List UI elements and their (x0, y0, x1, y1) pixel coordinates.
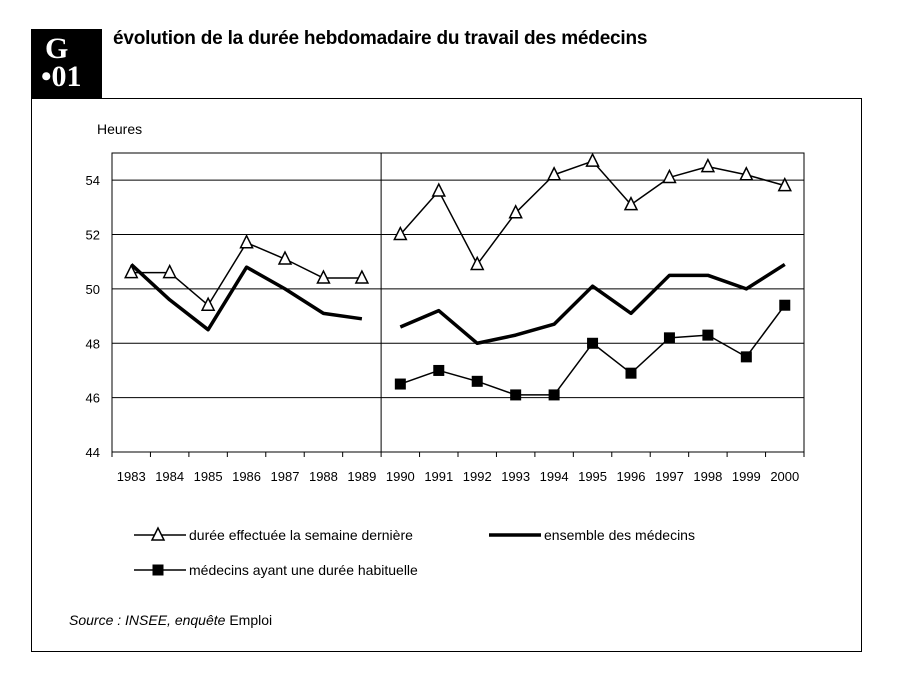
badge-letter: G (45, 32, 69, 65)
source-italic: INSEE, enquête (125, 612, 226, 628)
data-point-semaine (585, 152, 600, 167)
x-tick-label: 1998 (693, 469, 722, 484)
badge-number: •01 (41, 60, 82, 93)
x-tick-label: 1994 (540, 469, 569, 484)
data-point-semaine (470, 255, 485, 271)
data-point-semaine (316, 269, 331, 284)
x-tick-label: 1984 (155, 469, 184, 484)
data-point-habituelle (625, 367, 637, 379)
series-line-habituelle (400, 304, 786, 396)
x-tick-label: 1999 (732, 469, 761, 484)
data-point-semaine (700, 157, 716, 173)
legend-label: ensemble des médecins (544, 527, 695, 543)
x-tick-label: 1991 (424, 469, 453, 484)
data-point-habituelle (548, 389, 560, 401)
x-tick-label: 1997 (655, 469, 684, 484)
legend-marker-triangle (150, 526, 166, 541)
data-point-habituelle (663, 332, 675, 344)
x-tick-label: 1988 (309, 469, 338, 484)
x-tick-label: 1983 (117, 469, 146, 484)
data-point-habituelle (510, 389, 522, 401)
data-point-semaine (662, 168, 677, 184)
data-point-semaine (431, 182, 446, 197)
x-tick-label: 1987 (271, 469, 300, 484)
y-tick-label: 50 (86, 282, 100, 297)
data-point-semaine (239, 234, 254, 249)
series-line-ensemble (130, 263, 363, 332)
data-point-habituelle (779, 299, 791, 311)
x-tick-label: 1995 (578, 469, 607, 484)
chart-title: évolution de la durée hebdomadaire du tr… (113, 28, 648, 49)
y-tick-label: 52 (86, 228, 100, 243)
data-point-semaine (546, 166, 562, 181)
series-line-ensemble (399, 262, 786, 346)
data-point-semaine (393, 225, 408, 241)
y-tick-label: 44 (86, 445, 100, 460)
y-tick-label: 54 (86, 173, 100, 188)
data-point-habituelle (587, 337, 599, 349)
data-point-semaine (623, 195, 639, 211)
data-point-habituelle (702, 329, 714, 341)
source-note: Source : INSEE, enquête Emploi (69, 612, 272, 628)
chart-frame (31, 98, 862, 652)
data-point-semaine (739, 166, 754, 181)
x-tick-label: 1986 (232, 469, 261, 484)
x-tick-label: 1996 (617, 469, 646, 484)
legend-label: durée effectuée la semaine dernière (189, 527, 413, 543)
legend-marker-square (152, 564, 164, 576)
y-axis-label: Heures (97, 121, 142, 137)
data-point-semaine (777, 176, 792, 192)
y-tick-label: 48 (86, 336, 100, 351)
data-point-habituelle (394, 378, 406, 390)
x-tick-label: 2000 (770, 469, 799, 484)
source-normal: Emploi (229, 612, 273, 628)
x-tick-label: 1993 (501, 469, 530, 484)
source-label: Source : (69, 612, 122, 628)
x-tick-label: 1992 (463, 469, 492, 484)
x-tick-label: 1990 (386, 469, 415, 484)
plot-area (111, 152, 805, 453)
x-tick-label: 1985 (194, 469, 223, 484)
y-tick-label: 46 (86, 391, 100, 406)
data-point-semaine (124, 263, 139, 279)
data-point-habituelle (471, 375, 483, 387)
data-point-semaine (162, 263, 177, 279)
legend-label: médecins ayant une durée habituelle (189, 562, 418, 578)
figure-badge: G •01 (31, 29, 102, 98)
series-line-semaine (399, 160, 785, 266)
data-point-semaine (200, 296, 216, 311)
data-point-habituelle (433, 364, 445, 376)
x-tick-label: 1989 (347, 469, 376, 484)
data-point-semaine (508, 204, 523, 219)
data-point-habituelle (740, 351, 752, 363)
data-point-semaine (354, 269, 370, 284)
data-point-semaine (277, 250, 293, 265)
